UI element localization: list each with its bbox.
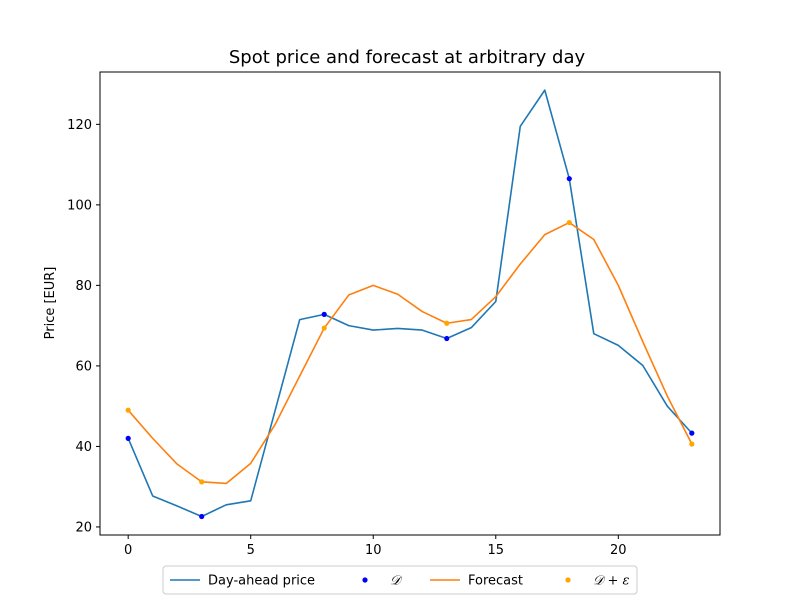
series-3-point — [321, 325, 327, 331]
series-3-point — [566, 219, 572, 226]
x-tick-label: 10 — [365, 543, 382, 558]
y-axis-label: Price [EUR] — [43, 267, 58, 340]
x-tick-label: 20 — [610, 543, 627, 558]
x-tick-label: 0 — [124, 543, 132, 558]
legend-label: Forecast — [468, 574, 523, 589]
series-1-point — [125, 435, 131, 441]
y-tick-label: 120 — [67, 118, 92, 133]
x-tick-label: 15 — [487, 543, 504, 558]
chart-title: Spot price and forecast at arbitrary day — [229, 47, 586, 68]
y-tick-label: 80 — [75, 279, 92, 294]
series-line-2 — [127, 221, 693, 485]
legend-box — [162, 565, 638, 595]
series-1-point — [444, 335, 450, 342]
series-3-point — [444, 320, 450, 326]
series-line-0 — [127, 89, 693, 518]
axes-frame — [99, 71, 721, 536]
legend-swatch-marker — [362, 577, 368, 583]
series-1-point — [689, 430, 695, 436]
y-tick-label: 60 — [75, 359, 92, 374]
series-1-point — [566, 176, 572, 182]
series-3-point — [199, 479, 205, 485]
series-3-point — [689, 441, 695, 447]
legend-label: 𝒟 + ε — [593, 574, 630, 589]
legend-swatch-marker — [565, 577, 571, 583]
legend-label: 𝒟 — [390, 574, 403, 589]
x-tick-label: 5 — [247, 543, 255, 558]
y-tick-label: 20 — [75, 520, 92, 535]
y-tick-label: 40 — [75, 440, 92, 455]
legend-label: Day-ahead price — [208, 574, 315, 589]
y-tick-label: 100 — [67, 198, 92, 213]
legend: Day-ahead price 𝒟 Forecast 𝒟 + ε — [162, 565, 638, 595]
series-1-point — [321, 311, 327, 317]
plot-area — [125, 89, 695, 520]
series-1-point — [199, 513, 205, 520]
axes: 0 5 10 15 20 20 40 60 80 100 120 — [67, 71, 721, 558]
series-3-point — [125, 407, 131, 413]
